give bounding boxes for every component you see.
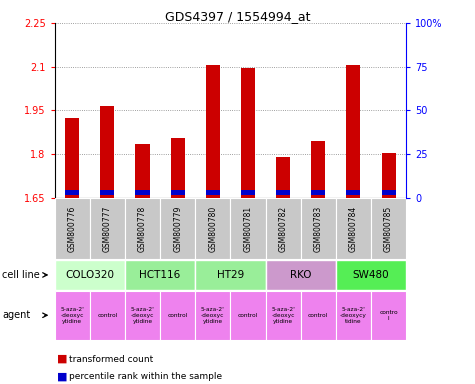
Text: control: control: [238, 313, 258, 318]
Text: HT29: HT29: [217, 270, 244, 280]
Bar: [65, 118, 79, 198]
Text: 5-aza-2'
-deoxyc
ytidine: 5-aza-2' -deoxyc ytidine: [201, 307, 225, 324]
Bar: [206, 65, 220, 198]
Bar: [55, 291, 90, 340]
Bar: [346, 65, 361, 198]
Bar: [100, 190, 114, 195]
Bar: [125, 198, 160, 259]
Text: transformed count: transformed count: [69, 354, 153, 364]
Bar: [311, 190, 325, 195]
Bar: [135, 190, 150, 195]
Bar: [230, 198, 266, 259]
Bar: [336, 291, 371, 340]
Bar: [371, 291, 406, 340]
Text: ■: ■: [57, 371, 67, 381]
Bar: [195, 291, 230, 340]
Bar: [90, 198, 125, 259]
Bar: [311, 141, 325, 198]
Text: GSM800776: GSM800776: [68, 205, 76, 252]
Text: control: control: [168, 313, 188, 318]
Text: percentile rank within the sample: percentile rank within the sample: [69, 372, 222, 381]
Text: HCT116: HCT116: [140, 270, 180, 280]
Bar: [171, 138, 185, 198]
Text: GSM800778: GSM800778: [138, 205, 147, 252]
Text: GSM800785: GSM800785: [384, 205, 393, 252]
Text: cell line: cell line: [2, 270, 40, 280]
Bar: [276, 157, 290, 198]
Bar: [266, 291, 301, 340]
Text: GSM800784: GSM800784: [349, 205, 358, 252]
Text: GSM800781: GSM800781: [244, 205, 252, 252]
Text: GSM800783: GSM800783: [314, 205, 323, 252]
Text: GSM800780: GSM800780: [209, 205, 217, 252]
Text: 5-aza-2'
-deoxyc
ytidine: 5-aza-2' -deoxyc ytidine: [60, 307, 84, 324]
Bar: [55, 198, 90, 259]
Bar: [241, 68, 255, 198]
Bar: [160, 291, 195, 340]
Text: control: control: [308, 313, 328, 318]
Text: GDS4397 / 1554994_at: GDS4397 / 1554994_at: [165, 10, 310, 23]
Bar: [135, 144, 150, 198]
Bar: [336, 260, 406, 290]
Bar: [346, 190, 361, 195]
Bar: [230, 291, 266, 340]
Bar: [100, 106, 114, 198]
Bar: [336, 198, 371, 259]
Bar: [195, 260, 266, 290]
Text: 5-aza-2'
-deoxycy
tidine: 5-aza-2' -deoxycy tidine: [340, 307, 367, 324]
Bar: [90, 291, 125, 340]
Text: agent: agent: [2, 310, 30, 320]
Text: contro
l: contro l: [379, 310, 398, 321]
Text: GSM800779: GSM800779: [173, 205, 182, 252]
Bar: [125, 260, 195, 290]
Text: ■: ■: [57, 354, 67, 364]
Bar: [301, 291, 336, 340]
Bar: [206, 190, 220, 195]
Text: GSM800777: GSM800777: [103, 205, 112, 252]
Bar: [266, 260, 336, 290]
Text: SW480: SW480: [352, 270, 390, 280]
Bar: [371, 198, 406, 259]
Bar: [160, 198, 195, 259]
Text: 5-aza-2'
-deoxyc
ytidine: 5-aza-2' -deoxyc ytidine: [131, 307, 154, 324]
Bar: [241, 190, 255, 195]
Bar: [65, 190, 79, 195]
Bar: [55, 260, 125, 290]
Bar: [381, 152, 396, 198]
Bar: [125, 291, 160, 340]
Text: 5-aza-2'
-deoxyc
ytidine: 5-aza-2' -deoxyc ytidine: [271, 307, 295, 324]
Bar: [195, 198, 230, 259]
Bar: [381, 190, 396, 195]
Bar: [171, 190, 185, 195]
Text: RKO: RKO: [290, 270, 312, 280]
Bar: [301, 198, 336, 259]
Text: control: control: [97, 313, 117, 318]
Text: GSM800782: GSM800782: [279, 205, 287, 252]
Bar: [266, 198, 301, 259]
Text: COLO320: COLO320: [65, 270, 114, 280]
Bar: [276, 190, 290, 195]
